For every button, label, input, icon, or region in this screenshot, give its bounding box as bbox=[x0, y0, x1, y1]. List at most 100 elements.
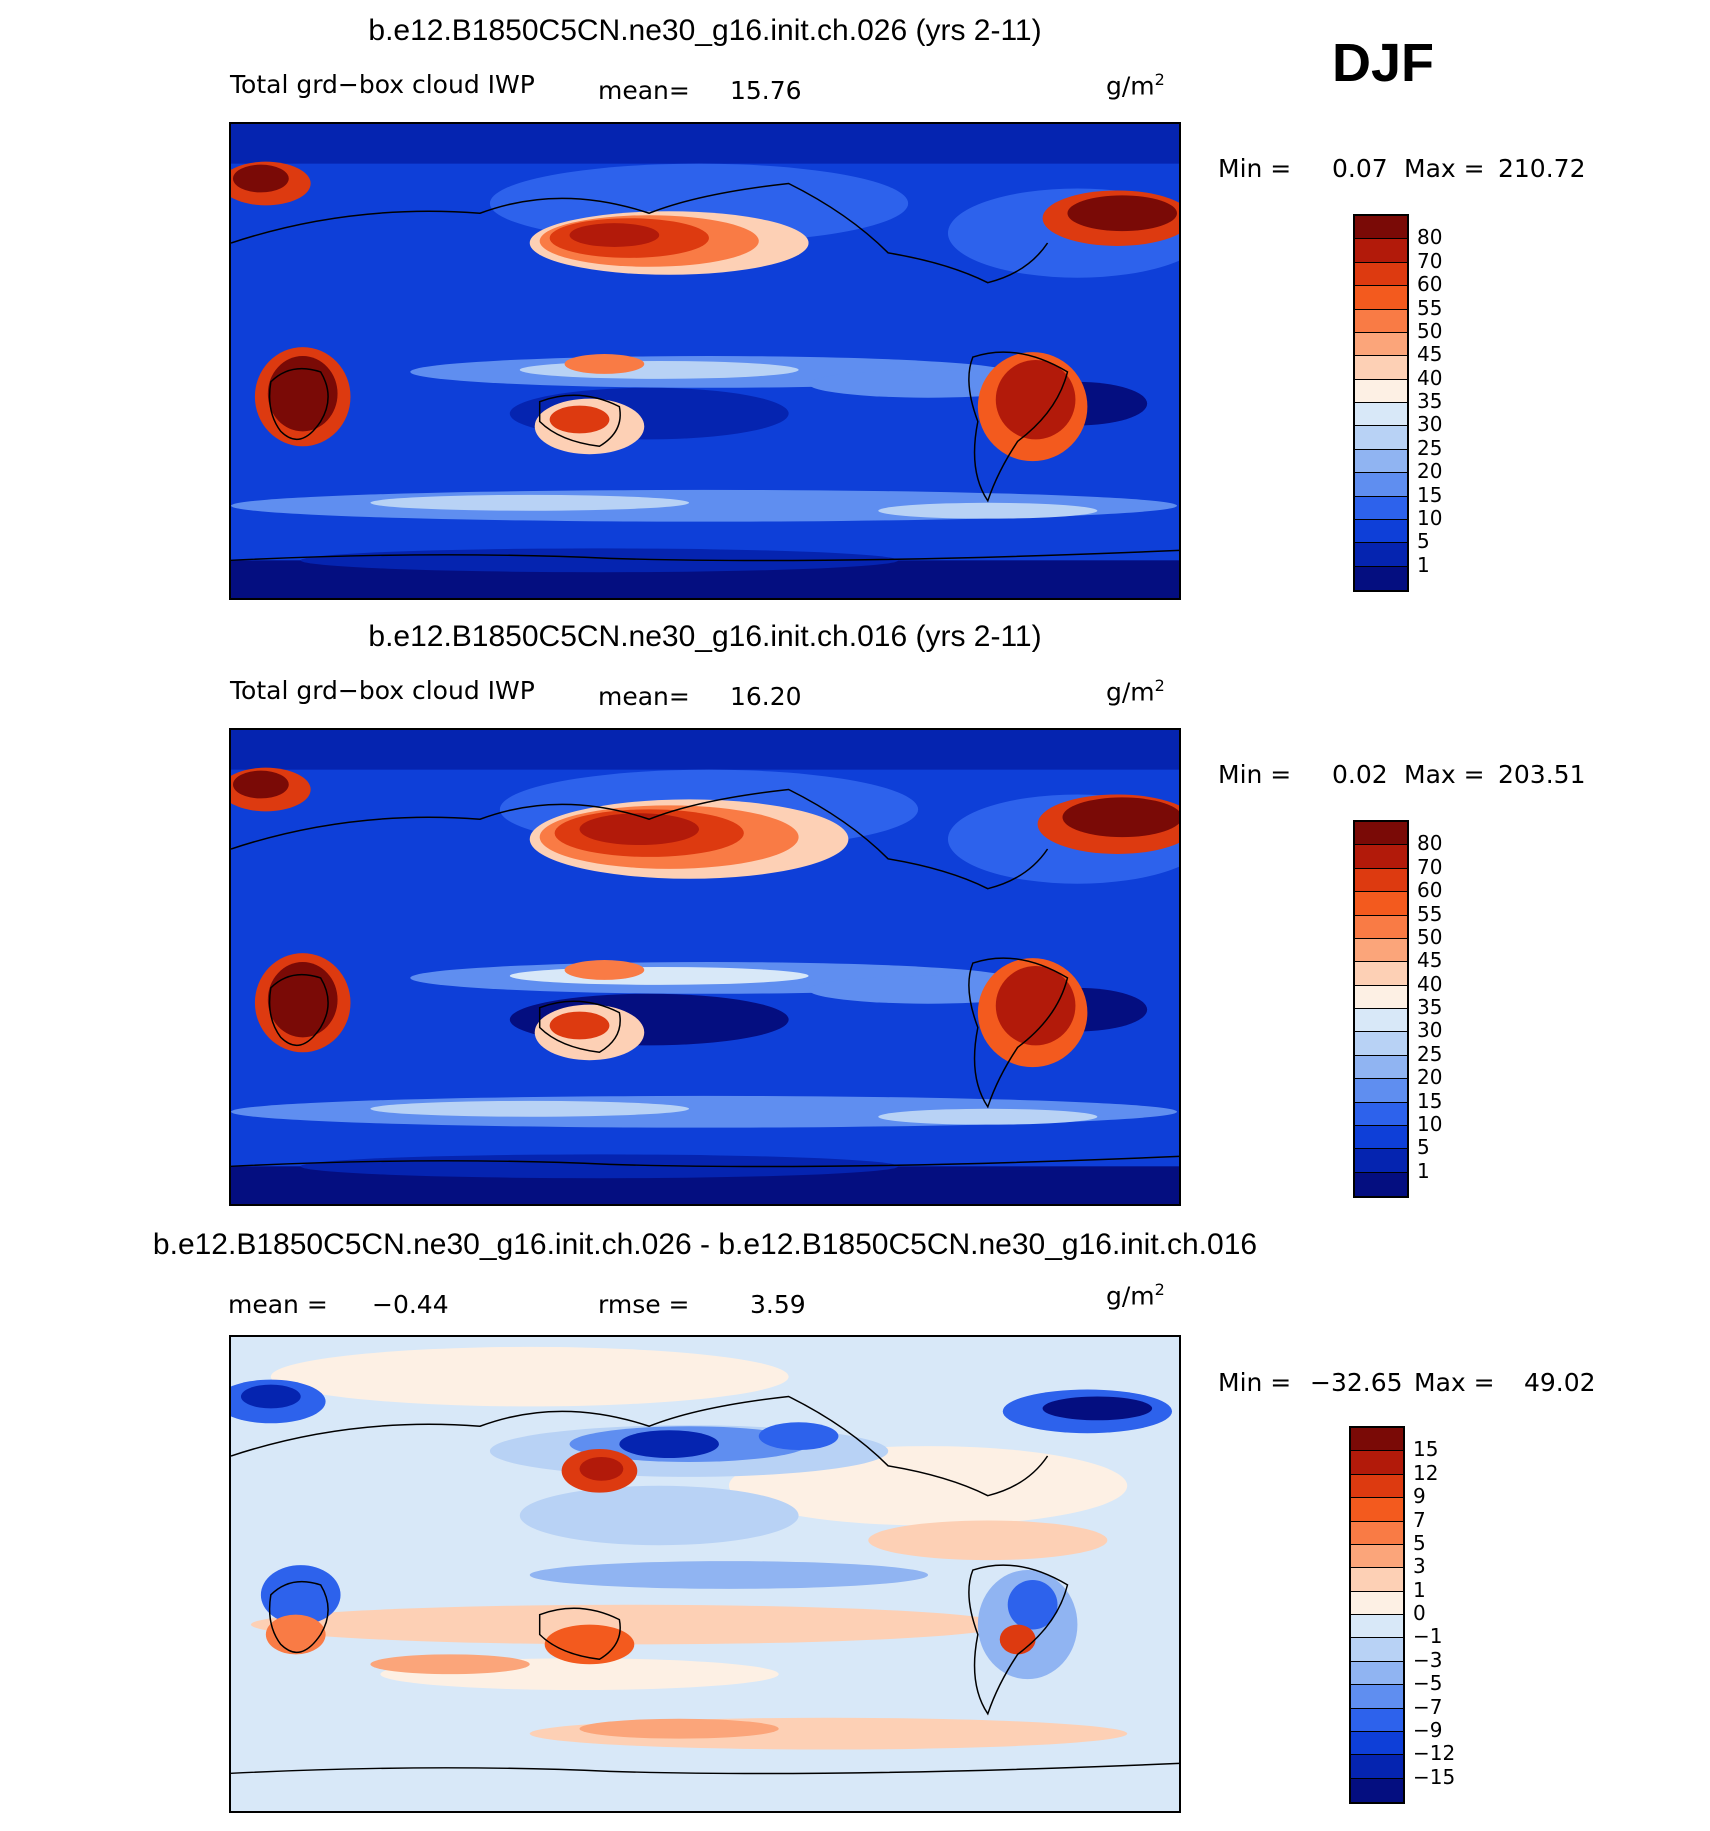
colorbar-segment bbox=[1355, 543, 1407, 567]
colorbar-segment bbox=[1355, 309, 1407, 333]
colorbar-segment bbox=[1351, 1615, 1403, 1639]
panel3-colorbar bbox=[1349, 1426, 1405, 1804]
colorbar-tick-label: 1 bbox=[1413, 1577, 1426, 1602]
panel3-units: g/m2 bbox=[1106, 1280, 1165, 1311]
colorbar-segment bbox=[1351, 1778, 1403, 1802]
panel2-min-label: Min = bbox=[1218, 760, 1292, 789]
colorbar-tick-label: −7 bbox=[1413, 1694, 1443, 1719]
colorbar-segment bbox=[1355, 519, 1407, 544]
panel3-mean-label: mean = bbox=[228, 1290, 328, 1319]
panel3-min-label: Min = bbox=[1218, 1368, 1292, 1397]
colorbar-segment bbox=[1355, 216, 1407, 240]
panel1-map bbox=[229, 122, 1181, 600]
colorbar-tick-label: 70 bbox=[1417, 248, 1443, 273]
colorbar-segment bbox=[1351, 1568, 1403, 1592]
colorbar-segment bbox=[1355, 332, 1407, 357]
colorbar-tick-label: 60 bbox=[1417, 878, 1443, 903]
colorbar-segment bbox=[1355, 379, 1407, 403]
panel2-min-value: 0.02 bbox=[1332, 760, 1388, 789]
panel1-title: b.e12.B1850C5CN.ne30_g16.init.ch.026 (yr… bbox=[368, 14, 1042, 47]
colorbar-tick-label: 1 bbox=[1417, 552, 1430, 577]
colorbar-tick-label: 3 bbox=[1413, 1554, 1426, 1579]
panel1-mean-value: 15.76 bbox=[730, 76, 802, 105]
colorbar-segment bbox=[1355, 403, 1407, 427]
colorbar-segment bbox=[1351, 1428, 1403, 1452]
colorbar-tick-label: 15 bbox=[1417, 1088, 1443, 1113]
colorbar-tick-label: 15 bbox=[1413, 1437, 1439, 1462]
season-label: DJF bbox=[1332, 33, 1435, 93]
colorbar-tick-label: 15 bbox=[1417, 482, 1443, 507]
panel2-mean-value: 16.20 bbox=[730, 682, 802, 711]
colorbar-tick-label: 30 bbox=[1417, 412, 1443, 437]
colorbar-tick-label: 5 bbox=[1417, 1135, 1430, 1160]
colorbar-tick-label: 20 bbox=[1417, 459, 1443, 484]
colorbar-tick-label: 1 bbox=[1417, 1158, 1430, 1183]
colorbar-segment bbox=[1355, 845, 1407, 869]
colorbar-segment bbox=[1351, 1451, 1403, 1475]
colorbar-tick-label: 35 bbox=[1417, 995, 1443, 1019]
colorbar-segment bbox=[1355, 985, 1407, 1009]
colorbar-tick-label: −9 bbox=[1413, 1717, 1443, 1742]
colorbar-tick-label: 45 bbox=[1417, 342, 1443, 367]
panel1-max-label: Max = bbox=[1404, 154, 1485, 183]
panel1-colorbar bbox=[1353, 214, 1409, 592]
colorbar-segment bbox=[1351, 1685, 1403, 1709]
panel3-map-field bbox=[231, 1337, 1179, 1811]
colorbar-segment bbox=[1351, 1755, 1403, 1779]
colorbar-tick-label: 70 bbox=[1417, 854, 1443, 879]
colorbar-tick-label: 55 bbox=[1417, 901, 1443, 926]
colorbar-segment bbox=[1351, 1498, 1403, 1522]
colorbar-segment bbox=[1355, 262, 1407, 287]
panel3-min-value: −32.65 bbox=[1310, 1368, 1403, 1397]
panel3-max-label: Max = bbox=[1414, 1368, 1495, 1397]
colorbar-segment bbox=[1355, 239, 1407, 263]
colorbar-tick-label: −3 bbox=[1413, 1647, 1443, 1672]
colorbar-segment bbox=[1355, 449, 1407, 474]
panel2-map bbox=[229, 728, 1181, 1206]
panel3-rmse-label: rmse = bbox=[598, 1290, 690, 1319]
colorbar-segment bbox=[1355, 356, 1407, 380]
colorbar-segment bbox=[1351, 1731, 1403, 1756]
colorbar-segment bbox=[1355, 473, 1407, 497]
panel3-mean-value: −0.44 bbox=[372, 1290, 449, 1319]
colorbar-tick-label: −15 bbox=[1413, 1764, 1456, 1789]
colorbar-segment bbox=[1355, 1102, 1407, 1126]
colorbar-segment bbox=[1355, 426, 1407, 450]
colorbar-tick-label: 20 bbox=[1417, 1065, 1443, 1090]
colorbar-tick-label: 10 bbox=[1417, 505, 1443, 530]
colorbar-segment bbox=[1351, 1521, 1403, 1545]
panel1-units: g/m2 bbox=[1106, 70, 1165, 101]
colorbar-tick-label: 0 bbox=[1413, 1601, 1426, 1625]
colorbar-tick-label: 80 bbox=[1417, 225, 1443, 250]
colorbar-segment bbox=[1355, 1149, 1407, 1173]
panel1-field-label: Total grd−box cloud IWP bbox=[230, 70, 535, 99]
colorbar-segment bbox=[1355, 822, 1407, 846]
colorbar-segment bbox=[1355, 1009, 1407, 1033]
colorbar-tick-label: 30 bbox=[1417, 1018, 1443, 1043]
colorbar-segment bbox=[1351, 1591, 1403, 1615]
colorbar-tick-label: 60 bbox=[1417, 272, 1443, 297]
panel3-map bbox=[229, 1335, 1181, 1813]
colorbar-segment bbox=[1355, 868, 1407, 893]
panel1-max-value: 210.72 bbox=[1498, 154, 1586, 183]
colorbar-segment bbox=[1351, 1661, 1403, 1686]
colorbar-tick-label: 12 bbox=[1413, 1460, 1439, 1485]
colorbar-segment bbox=[1351, 1474, 1403, 1499]
colorbar-tick-label: −5 bbox=[1413, 1671, 1443, 1696]
colorbar-tick-label: 7 bbox=[1413, 1507, 1426, 1532]
panel1-min-label: Min = bbox=[1218, 154, 1292, 183]
colorbar-segment bbox=[1355, 962, 1407, 986]
colorbar-tick-label: 55 bbox=[1417, 295, 1443, 320]
colorbar-tick-label: 50 bbox=[1417, 318, 1443, 343]
panel1-mean-label: mean= bbox=[598, 76, 690, 105]
colorbar-tick-label: 50 bbox=[1417, 924, 1443, 949]
panel2-max-label: Max = bbox=[1404, 760, 1485, 789]
colorbar-tick-label: 25 bbox=[1417, 435, 1443, 460]
panel1-min-value: 0.07 bbox=[1332, 154, 1388, 183]
panel3-max-value: 49.02 bbox=[1524, 1368, 1596, 1397]
colorbar-tick-label: 40 bbox=[1417, 365, 1443, 390]
panel2-units: g/m2 bbox=[1106, 676, 1165, 707]
colorbar-tick-label: −1 bbox=[1413, 1624, 1443, 1649]
colorbar-segment bbox=[1355, 1172, 1407, 1196]
colorbar-tick-label: 5 bbox=[1417, 529, 1430, 554]
